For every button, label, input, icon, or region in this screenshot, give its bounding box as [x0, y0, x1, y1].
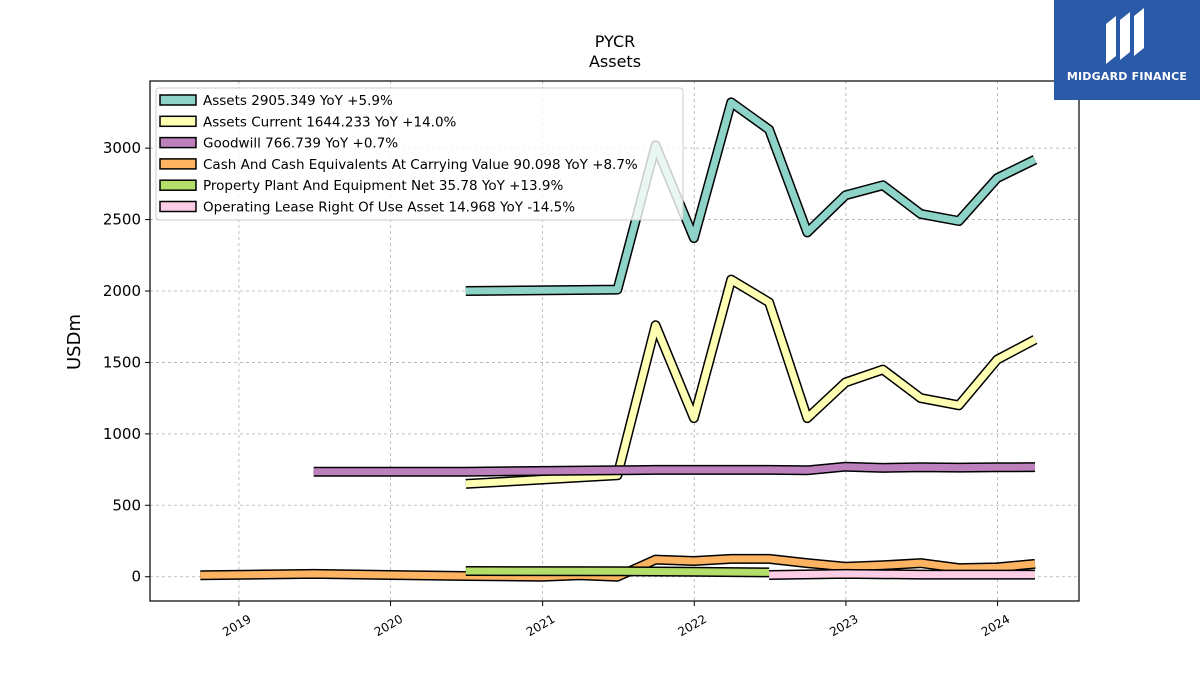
series-line — [313, 463, 1036, 476]
y-axis: 0 500 1000 1500 2000 2500 3000 — [103, 139, 150, 586]
chart-subtitle: Assets — [589, 52, 641, 71]
x-tick-label: 2019 — [220, 612, 253, 639]
x-tick-label: 2021 — [524, 612, 557, 639]
x-tick-label: 2024 — [979, 612, 1012, 639]
logo-mark-icon — [1106, 8, 1144, 64]
series-line — [465, 276, 1037, 488]
legend: Assets 2905.349 YoY +5.9% Assets Current … — [155, 87, 684, 221]
series-line — [465, 567, 770, 576]
y-axis-label: USDm — [64, 314, 85, 370]
series-layer — [200, 97, 1038, 582]
x-tick-label: 2020 — [372, 612, 405, 639]
brand-name: MIDGARD FINANCE — [1066, 70, 1188, 83]
series-line — [769, 570, 1035, 579]
legend-swatch — [159, 136, 197, 149]
legend-entry: Property Plant And Equipment Net 35.78 Y… — [203, 178, 563, 194]
y-tick-label: 500 — [112, 496, 141, 514]
legend-swatch — [159, 115, 197, 128]
y-tick-label: 0 — [131, 568, 141, 586]
legend-swatch — [159, 94, 197, 106]
plot-frame — [149, 80, 1080, 602]
series-line — [200, 555, 1036, 581]
y-tick-label: 2000 — [103, 282, 141, 300]
legend-entry: Goodwill 766.739 YoY +0.7% — [203, 136, 398, 152]
legend-entry: Assets Current 1644.233 YoY +14.0% — [203, 114, 457, 130]
legend-entry: Assets 2905.349 YoY +5.9% — [203, 93, 393, 109]
x-tick-label: 2023 — [827, 612, 860, 639]
x-tick-label: 2022 — [676, 612, 709, 639]
legend-swatch — [159, 158, 197, 170]
y-tick-label: 3000 — [103, 139, 141, 157]
y-tick-label: 2500 — [103, 211, 141, 229]
y-tick-label: 1000 — [103, 425, 141, 443]
legend-swatch — [159, 200, 197, 213]
legend-entry: Operating Lease Right Of Use Asset 14.96… — [203, 200, 575, 216]
brand-logo: MIDGARD FINANCE — [1054, 0, 1200, 100]
legend-swatch — [159, 179, 197, 191]
legend-box — [155, 87, 684, 221]
y-tick-label: 1500 — [103, 353, 141, 371]
x-axis: 2019 2020 2021 2022 2023 2024 — [220, 601, 1012, 639]
series-outline — [465, 274, 1038, 489]
legend-entry: Cash And Cash Equivalents At Carrying Va… — [203, 157, 638, 173]
chart-title: PYCR — [595, 32, 635, 51]
